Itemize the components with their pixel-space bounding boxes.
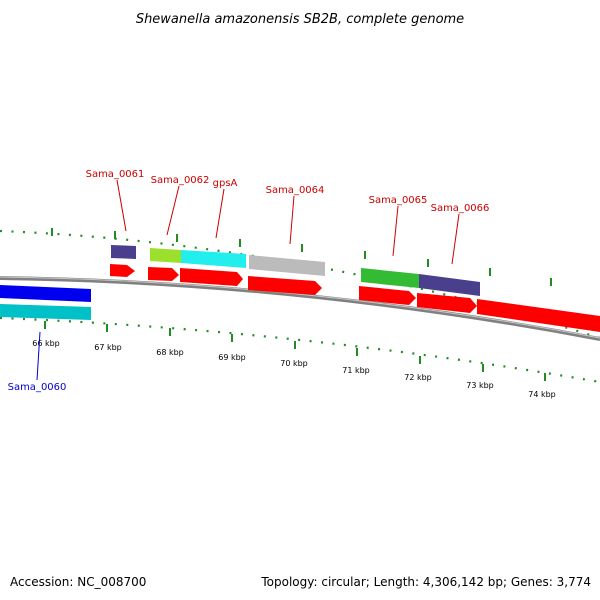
label-sama-0062[interactable]: Sama_0062: [151, 175, 210, 186]
feature-gpsA-cds[interactable]: [180, 268, 243, 286]
forward-strand-cds: [110, 264, 600, 332]
feature-sama-0066-gene[interactable]: [419, 274, 480, 296]
inner-tick-ring: [0, 316, 600, 384]
forward-strand-genes: [111, 245, 480, 296]
label-sama-0065[interactable]: Sama_0065: [369, 195, 428, 206]
feature-sama-0064-cds[interactable]: [248, 276, 322, 295]
scale-label: 72 kbp: [404, 373, 432, 382]
feature-sama-0064-gene[interactable]: [249, 255, 325, 276]
outer-major-ticks: [51, 228, 552, 286]
scale-label: 70 kbp: [280, 359, 308, 368]
scale-label: 68 kbp: [156, 348, 184, 357]
genome-backbone: [0, 276, 600, 341]
scale-label: 66 kbp: [32, 339, 60, 348]
label-leaders: [36, 179, 460, 381]
scale-labels: 66 kbp 67 kbp 68 kbp 69 kbp 70 kbp 71 kb…: [32, 339, 556, 399]
feature-sama-0062-gene[interactable]: [150, 248, 181, 263]
feature-sama-0066-cds[interactable]: [417, 293, 477, 313]
scale-label: 74 kbp: [528, 390, 556, 399]
scale-label: 73 kbp: [466, 381, 494, 390]
scale-label: 69 kbp: [218, 353, 246, 362]
scale-label: 67 kbp: [94, 343, 122, 352]
feature-sama-0062-cds[interactable]: [148, 267, 179, 281]
label-sama-0066[interactable]: Sama_0066: [431, 203, 490, 214]
feature-sama-0067-cds[interactable]: [477, 299, 600, 332]
feature-sama-0065-gene[interactable]: [361, 268, 419, 288]
label-sama-0061[interactable]: Sama_0061: [86, 169, 145, 180]
genome-summary-text: Topology: circular; Length: 4,306,142 bp…: [260, 575, 591, 589]
label-sama-0060[interactable]: Sama_0060: [8, 382, 67, 393]
label-sama-0064[interactable]: Sama_0064: [266, 185, 325, 196]
genome-backbone-highlight: [0, 276, 600, 339]
scale-label: 71 kbp: [342, 366, 370, 375]
feature-gpsA-gene[interactable]: [181, 250, 246, 268]
map-title: Shewanella amazonensis SB2B, complete ge…: [136, 12, 464, 27]
inner-major-ticks: [44, 321, 546, 381]
feature-sama-0061-gene[interactable]: [111, 245, 136, 259]
feature-sama-0060-gene[interactable]: [0, 304, 91, 320]
gene-labels: Sama_0061 Sama_0062 gpsA Sama_0064 Sama_…: [8, 169, 490, 393]
feature-sama-0061-cds[interactable]: [110, 264, 135, 277]
accession-text: Accession: NC_008700: [10, 575, 146, 589]
feature-sama-0060-cds[interactable]: [0, 285, 91, 302]
feature-sama-0065-cds[interactable]: [359, 286, 416, 305]
reverse-strand: [0, 285, 91, 320]
label-gpsA[interactable]: gpsA: [213, 178, 238, 189]
